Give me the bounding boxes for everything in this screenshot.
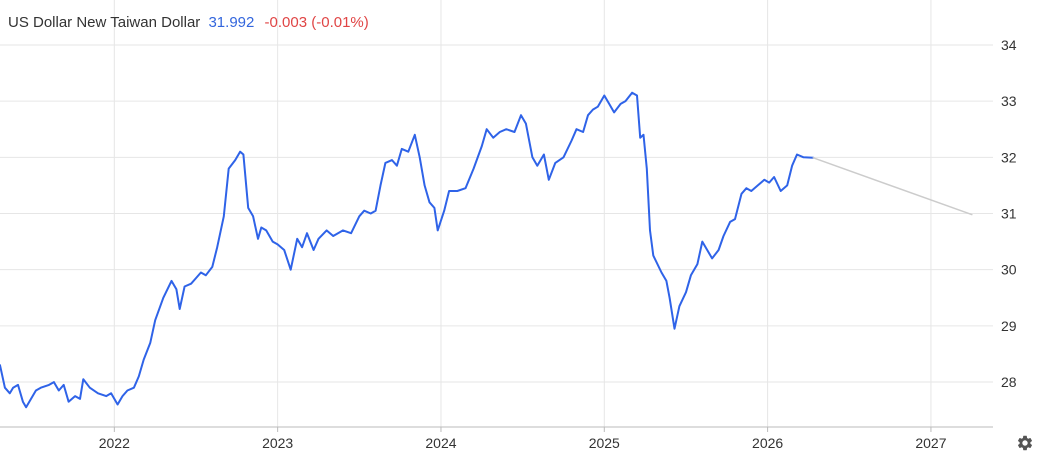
- x-tick-label: 2024: [425, 435, 456, 451]
- x-axis: 2022 2023 2024 2025 2026 2027: [99, 427, 947, 451]
- price-change: -0.003 (-0.01%): [264, 14, 369, 31]
- x-tick-label: 2026: [752, 435, 783, 451]
- y-axis: 28 29 30 31 32 33 34: [1001, 37, 1017, 390]
- series-layer: [0, 91, 973, 409]
- y-tick-label: 34: [1001, 37, 1017, 53]
- x-tick-label: 2025: [589, 435, 620, 451]
- y-tick-label: 29: [1001, 318, 1017, 334]
- price-line: [0, 91, 815, 409]
- x-tick-label: 2027: [915, 435, 946, 451]
- y-tick-label: 33: [1001, 93, 1017, 109]
- y-tick-label: 31: [1001, 206, 1017, 222]
- grid-lines: [0, 0, 993, 427]
- y-tick-label: 30: [1001, 262, 1017, 278]
- chart-header: US Dollar New Taiwan Dollar 31.992 -0.00…: [8, 14, 369, 31]
- forecast-line: [812, 157, 973, 216]
- last-price: 31.992: [208, 14, 255, 31]
- gear-icon[interactable]: [1016, 434, 1034, 452]
- y-tick-label: 32: [1001, 149, 1017, 165]
- instrument-name: US Dollar New Taiwan Dollar: [8, 14, 201, 31]
- x-tick-label: 2023: [262, 435, 293, 451]
- y-tick-label: 28: [1001, 374, 1017, 390]
- x-tick-label: 2022: [99, 435, 130, 451]
